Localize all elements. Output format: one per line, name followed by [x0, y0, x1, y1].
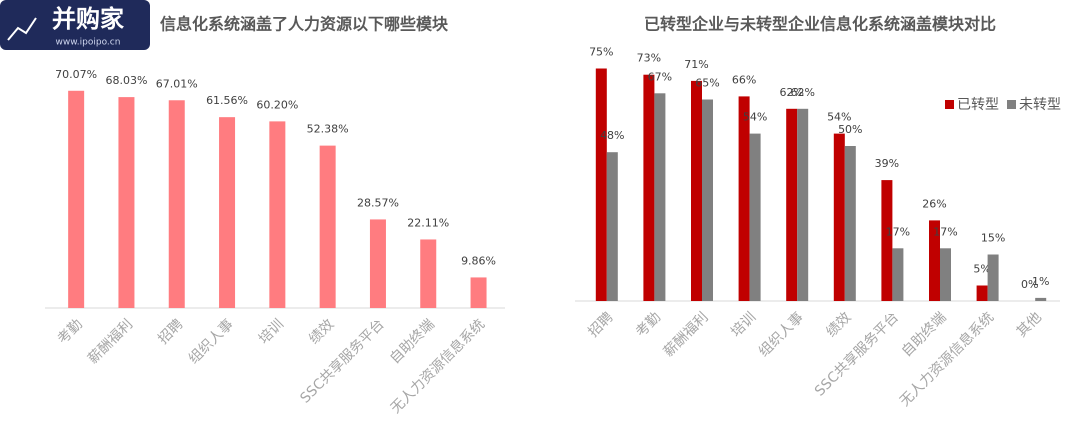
bar — [595, 68, 607, 301]
value-label: 61.56% — [206, 94, 248, 107]
x-tick-label: 组织人事 — [186, 316, 237, 367]
x-tick-label: 无人力资源信息系统 — [387, 316, 488, 417]
bar — [420, 239, 437, 308]
value-label: 39% — [875, 157, 899, 170]
bar — [749, 133, 761, 301]
bar — [892, 248, 904, 301]
x-tick-label: 绩效 — [306, 316, 337, 347]
logo-url: www.ipoipo.cn — [56, 38, 121, 48]
value-label: 54% — [743, 111, 767, 124]
value-label: 67% — [648, 70, 672, 83]
value-label: 28.57% — [357, 196, 399, 209]
bar — [844, 146, 856, 301]
x-tick-label: 无人力资源信息系统 — [896, 309, 997, 410]
x-tick-label: 培训 — [728, 309, 759, 340]
bar — [786, 108, 798, 301]
bar — [738, 96, 750, 302]
value-label: 48% — [600, 129, 624, 142]
legend-label: 未转型 — [1019, 97, 1061, 113]
value-label: 52.38% — [307, 123, 349, 136]
chart-title: 信息化系统涵盖了人力资源以下哪些模块 — [160, 15, 449, 34]
x-tick-label: 考勤 — [55, 316, 86, 347]
bar — [269, 121, 286, 308]
value-label: 0% — [1021, 278, 1038, 291]
bar — [168, 100, 185, 308]
bar — [702, 99, 713, 301]
bar — [643, 74, 655, 301]
bar — [976, 285, 988, 301]
value-label: 9.86% — [461, 254, 496, 267]
bar — [1035, 297, 1047, 301]
value-label: 75% — [589, 46, 613, 59]
bar — [881, 180, 893, 301]
value-label: 15% — [981, 232, 1005, 245]
value-label: 68.03% — [105, 74, 147, 87]
value-label: 17% — [933, 225, 957, 238]
x-tick-label: 招聘 — [155, 316, 186, 347]
value-label: 62% — [779, 86, 803, 99]
value-label: 54% — [827, 111, 851, 124]
x-tick-label: 绩效 — [823, 309, 854, 340]
bar — [68, 90, 85, 309]
bar — [987, 254, 999, 301]
bar — [219, 117, 236, 308]
value-label: 22.11% — [407, 216, 449, 229]
value-label: 50% — [838, 123, 862, 136]
value-label: 1% — [1032, 275, 1049, 288]
x-tick-label: 其他 — [1014, 309, 1045, 340]
logo-bg — [0, 0, 150, 50]
bar — [929, 220, 940, 301]
bar — [118, 97, 135, 309]
legend-swatch — [1007, 100, 1016, 109]
watermark: 并购家 www.ipoipo.cn — [0, 0, 150, 50]
value-label: 70.07% — [55, 68, 97, 81]
x-tick-label: 自助终端 — [387, 316, 438, 367]
x-tick-label: 组织人事 — [756, 309, 807, 360]
bar — [606, 152, 618, 301]
bar — [470, 277, 487, 308]
value-label: 26% — [922, 197, 946, 210]
bar — [833, 133, 845, 301]
value-label: 17% — [886, 225, 910, 238]
chart-title: 已转型企业与未转型企业信息化系统涵盖模块对比 — [644, 15, 996, 34]
x-tick-label: 招聘 — [585, 309, 616, 340]
bar — [797, 108, 809, 301]
x-tick-label: SSC共享服务平台 — [811, 309, 902, 400]
value-label: 66% — [732, 73, 756, 86]
logo-brand: 并购家 — [52, 5, 124, 33]
value-label: 5% — [973, 263, 990, 276]
legend-label: 已转型 — [957, 97, 999, 113]
bar — [940, 248, 951, 301]
value-label: 67.01% — [156, 77, 198, 90]
value-label: 65% — [695, 77, 719, 90]
x-tick-label: 考勤 — [633, 309, 664, 340]
legend-swatch — [945, 100, 954, 109]
x-tick-label: 薪酬福利 — [661, 309, 712, 360]
x-tick-label: 薪酬福利 — [85, 316, 136, 367]
bar — [369, 219, 386, 308]
x-tick-label: 培训 — [256, 316, 287, 347]
value-label: 60.20% — [256, 98, 298, 111]
logo-icon — [7, 17, 37, 41]
x-tick-label: SSC共享服务平台 — [297, 316, 388, 407]
value-label: 62% — [790, 86, 814, 99]
value-label: 73% — [637, 52, 661, 65]
bar — [654, 93, 666, 301]
bar — [319, 145, 336, 308]
value-label: 71% — [684, 58, 708, 71]
bar — [691, 80, 702, 302]
